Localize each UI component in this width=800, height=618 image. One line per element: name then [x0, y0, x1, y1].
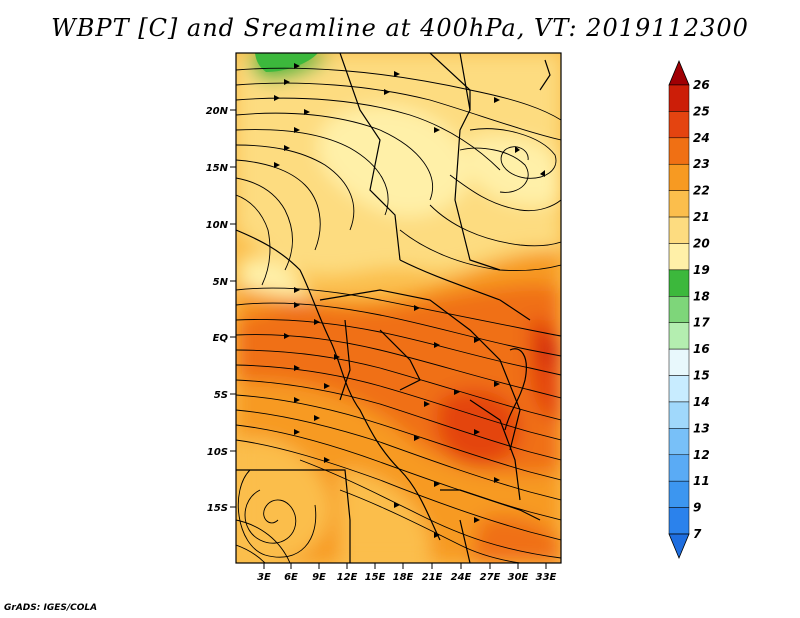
colorbar-swatch: [668, 480, 690, 508]
colorbar-label: 12: [693, 448, 710, 462]
colorbar-label: 9: [693, 501, 701, 515]
lon-label-21e: 21E: [422, 572, 443, 583]
map-title: WBPT [C] and Sreamline at 400hPa, VT: 20…: [51, 14, 749, 42]
lon-label-12e: 12E: [337, 572, 358, 583]
colorbar-swatch: [668, 243, 690, 271]
colorbar-swatch: [668, 216, 690, 244]
colorbar-label: 15: [693, 369, 710, 383]
lon-label-33e: 33E: [536, 572, 557, 583]
colorbar-label: 21: [693, 210, 710, 224]
colorbar-label: 16: [693, 342, 710, 356]
latitude-axis: 20N 15N 10N 5N EQ 5S 10S 15S: [206, 106, 236, 514]
colorbar-swatch: [668, 375, 690, 403]
colorbar-label: 18: [693, 289, 710, 303]
lon-label-3e: 3E: [257, 572, 271, 583]
lat-label-eq: EQ: [213, 333, 229, 344]
colorbar-label: 25: [693, 104, 710, 118]
lon-label-18e: 18E: [393, 572, 414, 583]
wbpt-field: [236, 53, 561, 563]
colorbar-swatch: [668, 428, 690, 456]
colorbar-label: 17: [693, 316, 710, 330]
colorbar: 26 25 24 23 22 21 20 19 18 17 16 15 14 13 12 11 9 7: [668, 59, 710, 560]
colorbar-label: 24: [693, 131, 710, 145]
lon-label-9e: 9E: [312, 572, 326, 583]
colorbar-label: 11: [693, 474, 710, 488]
lon-label-15e: 15E: [365, 572, 386, 583]
colorbar-top-arrow: [668, 59, 690, 86]
colorbar-swatch: [668, 348, 690, 376]
lon-label-27e: 27E: [480, 572, 501, 583]
colorbar-bottom-arrow: [668, 533, 690, 560]
colorbar-label: 20: [693, 236, 710, 250]
lat-label-15s: 15S: [207, 503, 228, 514]
colorbar-label: 26: [693, 78, 710, 92]
colorbar-label: 7: [693, 527, 702, 541]
colorbar-swatch: [668, 111, 690, 139]
colorbar-swatch: [668, 190, 690, 218]
lat-label-5s: 5S: [214, 390, 228, 401]
colorbar-swatch: [668, 454, 690, 482]
lat-label-15n: 15N: [206, 163, 229, 174]
colorbar-swatch: [668, 322, 690, 350]
colorbar-swatch: [668, 507, 690, 535]
colorbar-swatch: [668, 296, 690, 323]
lon-label-6e: 6E: [284, 572, 298, 583]
colorbar-swatch: [668, 401, 690, 429]
lon-label-24e: 24E: [451, 572, 472, 583]
colorbar-label: 13: [693, 421, 710, 435]
map-frame: [235, 52, 562, 564]
colorbar-label: 22: [693, 184, 710, 198]
colorbar-label: 14: [693, 395, 710, 409]
lon-label-30e: 30E: [508, 572, 529, 583]
lat-label-10s: 10S: [207, 447, 228, 458]
credit-text: GrADS: IGES/COLA: [4, 603, 98, 613]
streamlines: [236, 67, 561, 563]
colorbar-label: 19: [693, 263, 710, 277]
lat-label-5n: 5N: [213, 277, 229, 288]
streamline-arrows: [274, 63, 545, 538]
lat-label-10n: 10N: [206, 220, 229, 231]
colorbar-label: 23: [693, 157, 710, 171]
colorbar-swatch: [668, 269, 690, 297]
colorbar-swatch: [668, 137, 690, 165]
longitude-axis: 3E 6E 9E 12E 15E 18E 21E 24E 27E 30E 33E: [257, 563, 557, 583]
colorbar-swatch: [668, 84, 690, 112]
lat-label-20n: 20N: [206, 106, 229, 117]
colorbar-swatch: [668, 163, 690, 191]
